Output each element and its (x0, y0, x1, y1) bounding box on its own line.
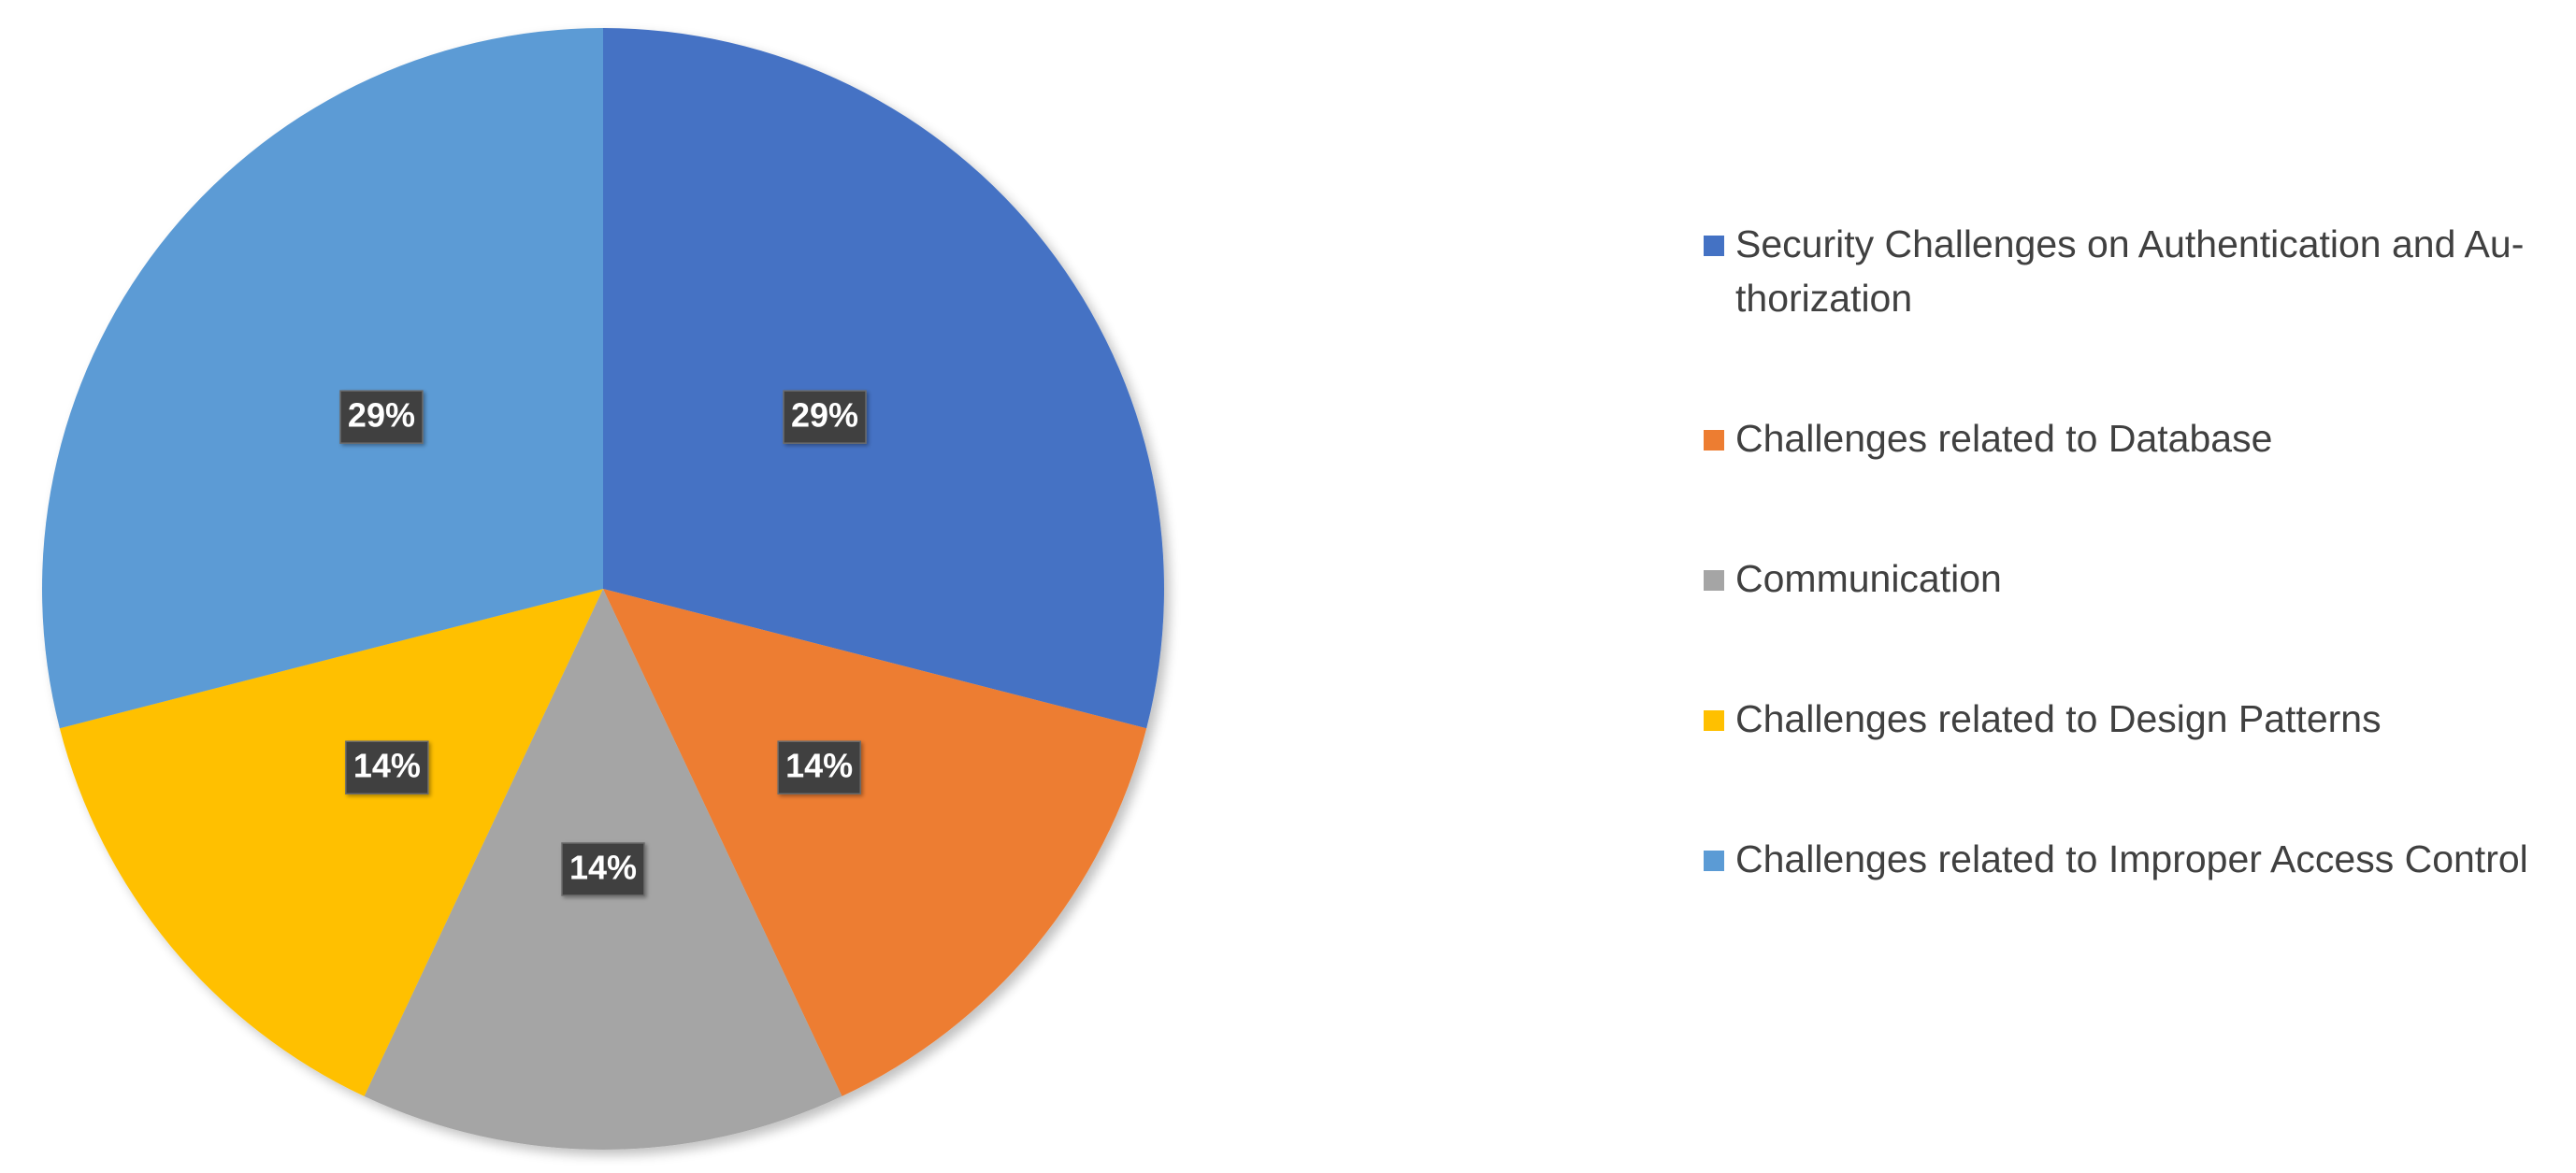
legend-swatch (1704, 236, 1724, 256)
pie-slice (603, 28, 1164, 729)
data-label-box (561, 842, 645, 896)
legend-swatch (1704, 710, 1724, 731)
legend: Security Challenges on Authentication an… (1704, 217, 2564, 886)
data-label: 14% (561, 842, 645, 896)
data-label-box (777, 740, 861, 794)
data-label: 29% (339, 390, 424, 444)
legend-item: Challenges related to Database (1704, 411, 2564, 465)
pie-slice (603, 589, 1147, 1096)
legend-label: Communication (1735, 557, 2002, 600)
data-label-box (339, 390, 424, 444)
legend-item: Challenges related to Improper Access Co… (1704, 832, 2564, 886)
legend-label: Challenges related to Database (1735, 417, 2273, 460)
data-label-text: 14% (569, 849, 637, 887)
pie-data-labels: 29% 14% 14% 14% 29% (339, 390, 867, 896)
legend-item: Security Challenges on Authentication an… (1704, 217, 2564, 325)
data-label: 14% (345, 740, 429, 794)
legend-item: Communication (1704, 551, 2564, 606)
pie-slices (41, 28, 1164, 1150)
data-label-box (345, 740, 429, 794)
legend-swatch (1704, 430, 1724, 451)
pie-slice (59, 589, 604, 1096)
data-label-text: 29% (791, 396, 858, 435)
legend-label: Challenges related to Design Patterns (1735, 697, 2382, 740)
legend-label: Security Challenges on Authentication an… (1735, 222, 2525, 320)
pie-chart: 29% 14% 14% 14% 29% (41, 28, 1164, 1150)
data-label-box (783, 390, 867, 444)
legend-label: Challenges related to Improper Access Co… (1735, 837, 2528, 880)
data-label: 29% (783, 390, 867, 444)
pie-slice (41, 28, 604, 729)
legend-swatch (1704, 851, 1724, 871)
data-label-text: 14% (785, 747, 853, 785)
data-label: 14% (777, 740, 861, 794)
data-label-text: 14% (353, 747, 421, 785)
data-label-text: 29% (348, 396, 415, 435)
legend-item: Challenges related to Design Patterns (1704, 692, 2564, 746)
legend-swatch (1704, 570, 1724, 591)
